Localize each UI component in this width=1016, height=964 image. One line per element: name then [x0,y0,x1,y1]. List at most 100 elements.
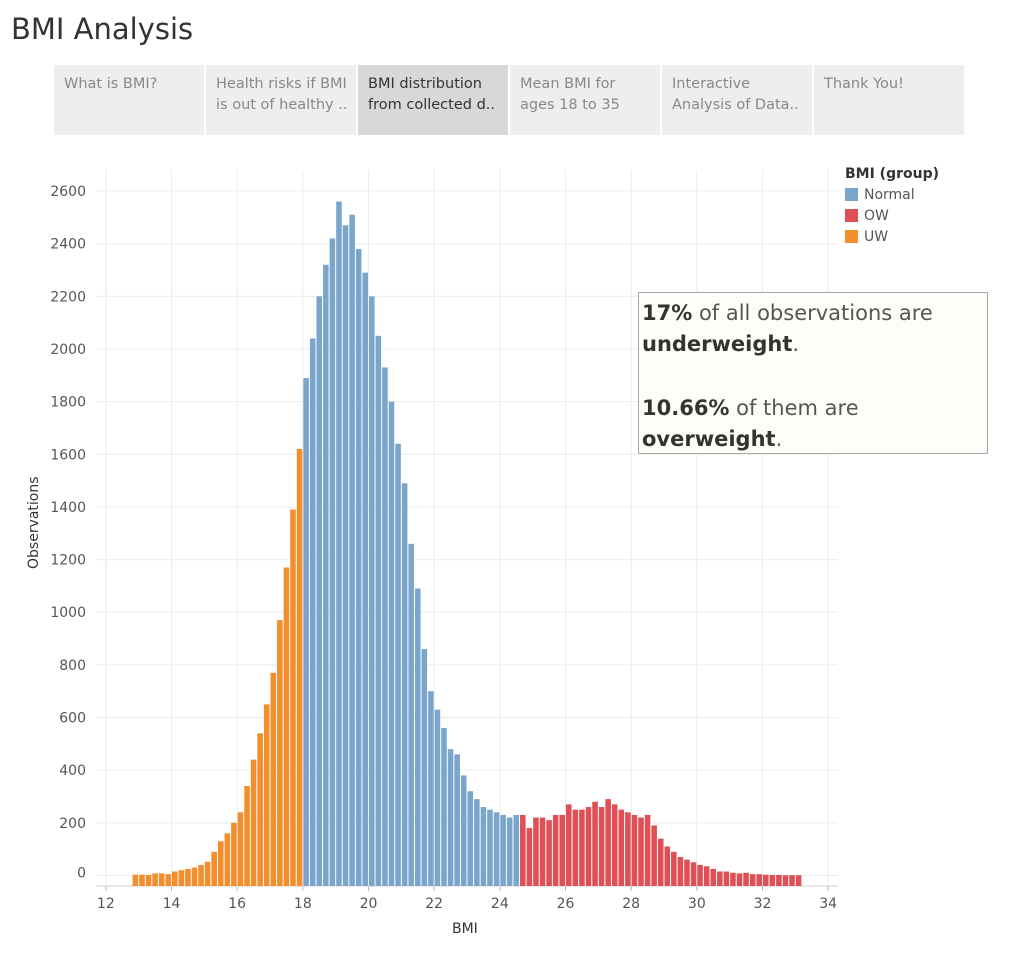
bar-ow[interactable] [533,817,539,886]
bar-uw[interactable] [165,874,172,886]
bar-ow[interactable] [723,871,730,886]
bar-uw[interactable] [237,812,244,886]
bar-normal[interactable] [428,691,434,886]
bar-normal[interactable] [506,817,513,886]
bar-uw[interactable] [277,620,283,886]
bar-normal[interactable] [414,588,421,886]
bar-ow[interactable] [762,874,769,886]
bar-ow[interactable] [605,799,611,886]
bar-ow[interactable] [585,807,592,886]
bar-uw[interactable] [145,874,152,886]
bar-normal[interactable] [441,728,447,886]
bar-ow[interactable] [795,875,802,886]
bar-ow[interactable] [552,814,559,886]
bar-ow[interactable] [782,875,789,886]
bar-normal[interactable] [460,775,467,886]
legend-item-ow[interactable]: OW [845,205,939,226]
bar-uw[interactable] [132,874,139,886]
bar-ow[interactable] [690,862,697,886]
bar-normal[interactable] [395,443,401,886]
bar-ow[interactable] [592,801,598,886]
bar-normal[interactable] [382,367,388,886]
bar-normal[interactable] [487,809,493,886]
bar-normal[interactable] [434,709,441,886]
bar-ow[interactable] [671,851,677,886]
bar-ow[interactable] [579,809,585,886]
bar-ow[interactable] [526,828,533,886]
bar-ow[interactable] [756,874,762,886]
bar-ow[interactable] [631,814,638,886]
bar-uw[interactable] [152,873,158,886]
bar-ow[interactable] [664,846,671,886]
bar-normal[interactable] [493,812,500,886]
bar-ow[interactable] [539,817,546,886]
bar-normal[interactable] [454,754,460,886]
bar-normal[interactable] [349,214,355,886]
bar-ow[interactable] [565,804,572,886]
bar-ow[interactable] [638,817,644,886]
bar-uw[interactable] [139,874,145,886]
bar-uw[interactable] [217,841,224,886]
bar-uw[interactable] [283,567,290,886]
bar-uw[interactable] [204,861,211,886]
bar-normal[interactable] [342,225,349,886]
bar-normal[interactable] [309,338,316,886]
bar-normal[interactable] [408,543,414,886]
bar-uw[interactable] [185,868,191,886]
bar-ow[interactable] [598,807,605,886]
bar-ow[interactable] [520,814,526,886]
bar-normal[interactable] [329,238,336,887]
bar-normal[interactable] [388,401,395,886]
bar-ow[interactable] [657,838,664,886]
bar-ow[interactable] [572,809,579,886]
bar-normal[interactable] [362,272,369,887]
tab-what-is-bmi[interactable]: What is BMI? [54,65,204,135]
bar-normal[interactable] [355,248,362,886]
bar-ow[interactable] [703,866,710,886]
bar-ow[interactable] [611,804,618,886]
bar-normal[interactable] [513,814,520,886]
bar-uw[interactable] [231,822,237,886]
bar-uw[interactable] [172,871,178,886]
bar-normal[interactable] [323,264,329,886]
bar-uw[interactable] [158,873,165,886]
bar-ow[interactable] [717,871,723,886]
bar-ow[interactable] [684,859,690,886]
bar-ow[interactable] [749,874,756,886]
bar-ow[interactable] [776,874,782,886]
bar-ow[interactable] [546,820,552,886]
bar-ow[interactable] [644,814,651,886]
bar-uw[interactable] [211,851,217,886]
bar-normal[interactable] [474,799,480,886]
bar-uw[interactable] [290,509,296,886]
bar-uw[interactable] [257,733,263,886]
bar-ow[interactable] [625,812,631,886]
bar-uw[interactable] [270,672,277,886]
legend-item-normal[interactable]: Normal [845,184,939,205]
bar-uw[interactable] [296,449,303,886]
bar-uw[interactable] [191,867,198,886]
bar-normal[interactable] [421,649,428,886]
bar-normal[interactable] [336,201,342,886]
tab-health-risks[interactable]: Health risks if BMI is out of healthy .. [206,65,356,135]
bar-uw[interactable] [250,759,257,886]
bar-normal[interactable] [447,749,454,886]
bar-ow[interactable] [769,874,776,886]
bar-normal[interactable] [303,377,309,886]
bar-ow[interactable] [559,814,565,886]
bar-uw[interactable] [224,833,231,886]
legend-item-uw[interactable]: UW [845,226,939,247]
bar-uw[interactable] [244,785,250,886]
bar-uw[interactable] [198,864,204,886]
tab-interactive-analysis[interactable]: Interactive Analysis of Data.. [662,65,812,135]
bar-ow[interactable] [710,868,717,886]
tab-thank-you[interactable]: Thank You! [814,65,964,135]
bar-ow[interactable] [743,872,749,886]
bar-normal[interactable] [369,296,375,887]
bar-normal[interactable] [480,807,487,886]
bar-uw[interactable] [178,870,185,886]
bar-normal[interactable] [401,483,408,886]
bar-ow[interactable] [789,875,795,886]
tab-mean-bmi[interactable]: Mean BMI for ages 18 to 35 [510,65,660,135]
bar-ow[interactable] [677,857,684,886]
